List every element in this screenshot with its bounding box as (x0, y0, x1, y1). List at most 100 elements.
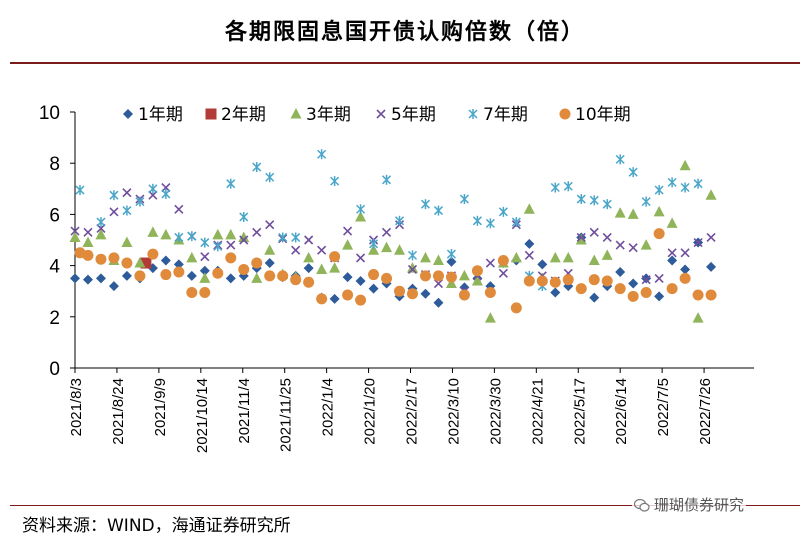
data-point (705, 289, 717, 301)
data-point (458, 289, 470, 301)
data-point (186, 286, 198, 298)
x-tick-label: 2021/9/9 (152, 378, 169, 436)
data-point (641, 275, 651, 285)
data-point (549, 276, 561, 288)
data-point (342, 272, 353, 283)
data-point (264, 270, 276, 282)
data-point (576, 194, 586, 205)
data-point (82, 274, 93, 285)
data-point (407, 288, 419, 300)
x-tick-label: 2022/7/26 (697, 378, 714, 445)
data-point (316, 293, 328, 305)
data-point (614, 283, 626, 295)
data-point (706, 232, 716, 243)
data-point (82, 236, 94, 248)
data-point (692, 289, 704, 301)
data-point (186, 251, 198, 263)
data-point (303, 276, 315, 288)
data-point (471, 274, 483, 286)
y-tick-label: 10 (39, 103, 60, 124)
data-point (523, 275, 535, 287)
data-point (291, 232, 301, 243)
data-point (484, 312, 496, 323)
data-point (200, 252, 210, 262)
data-point (381, 227, 392, 237)
data-point (394, 285, 406, 297)
x-tick-label: 2022/7/5 (655, 378, 672, 436)
data-point (200, 237, 210, 248)
data-point (251, 257, 263, 269)
data-point (330, 176, 340, 187)
data-point (122, 205, 132, 216)
data-point (134, 270, 146, 282)
data-point (161, 188, 171, 199)
data-point (679, 272, 691, 284)
data-point (238, 231, 250, 242)
data-point (511, 217, 521, 228)
x-axis: 2021/8/3 2021/8/24 2021/9/9 2021/10/14 2021/… (68, 367, 754, 453)
data-point (290, 274, 302, 286)
data-point (160, 269, 172, 281)
data-point (252, 227, 262, 237)
data-point (70, 226, 80, 236)
data-point (83, 227, 93, 237)
data-point (679, 159, 691, 171)
data-point (458, 269, 470, 281)
y-axis: 0 2 4 6 8 10 (39, 103, 76, 380)
x-tick-label: 2021/8/24 (110, 378, 127, 445)
data-point (95, 273, 106, 284)
legend-label: 1年期 (138, 105, 183, 125)
legend-marker (205, 108, 217, 120)
legend: 1年期 2年期 3年期 5年期 7年期 10年期 (123, 105, 631, 125)
data-point (174, 204, 184, 214)
x-tick-label: 2022/1/20 (362, 378, 379, 445)
data-point (356, 204, 366, 215)
x-tick-label: 2022/3/30 (487, 378, 504, 445)
data-point (407, 262, 419, 273)
data-point (628, 243, 638, 253)
data-point (109, 190, 119, 201)
data-point (173, 259, 184, 270)
data-point (343, 226, 353, 236)
data-point (264, 244, 276, 255)
data-point (225, 252, 237, 264)
data-point (706, 261, 717, 272)
data-point (667, 177, 677, 188)
data-point (69, 231, 81, 242)
data-point (239, 235, 249, 245)
data-point (355, 210, 367, 222)
data-point (614, 207, 626, 218)
series-2 (140, 257, 152, 269)
data-point (199, 286, 211, 298)
data-point (342, 289, 354, 301)
source-note: 资料来源：WIND，海通证券研究所 (22, 516, 291, 536)
x-tick-label: 2022/6/14 (613, 378, 630, 445)
data-point (446, 249, 456, 260)
x-tick-label: 2021/10/14 (194, 378, 211, 453)
x-tick-label: 2022/3/10 (445, 378, 462, 445)
data-point (368, 244, 380, 255)
data-point (212, 228, 224, 240)
x-tick-label: 2022/4/21 (529, 378, 546, 445)
data-point (199, 265, 210, 276)
data-point (432, 270, 444, 282)
data-point (654, 185, 664, 196)
data-point (147, 226, 159, 237)
data-point (653, 228, 665, 240)
data-point (265, 172, 275, 183)
x-tick-label: 2021/8/3 (68, 378, 85, 436)
legend-label: 10年期 (575, 105, 631, 125)
data-point (627, 208, 639, 219)
data-point (680, 182, 690, 193)
data-point (589, 292, 600, 303)
data-point (576, 232, 586, 243)
data-point (394, 215, 405, 226)
data-point (420, 288, 431, 299)
series-3 (69, 159, 717, 323)
data-point (355, 275, 366, 286)
data-point (537, 259, 548, 270)
y-tick-label: 0 (49, 359, 60, 380)
data-point (588, 254, 600, 265)
legend-marker (468, 109, 478, 119)
data-point (588, 274, 600, 286)
